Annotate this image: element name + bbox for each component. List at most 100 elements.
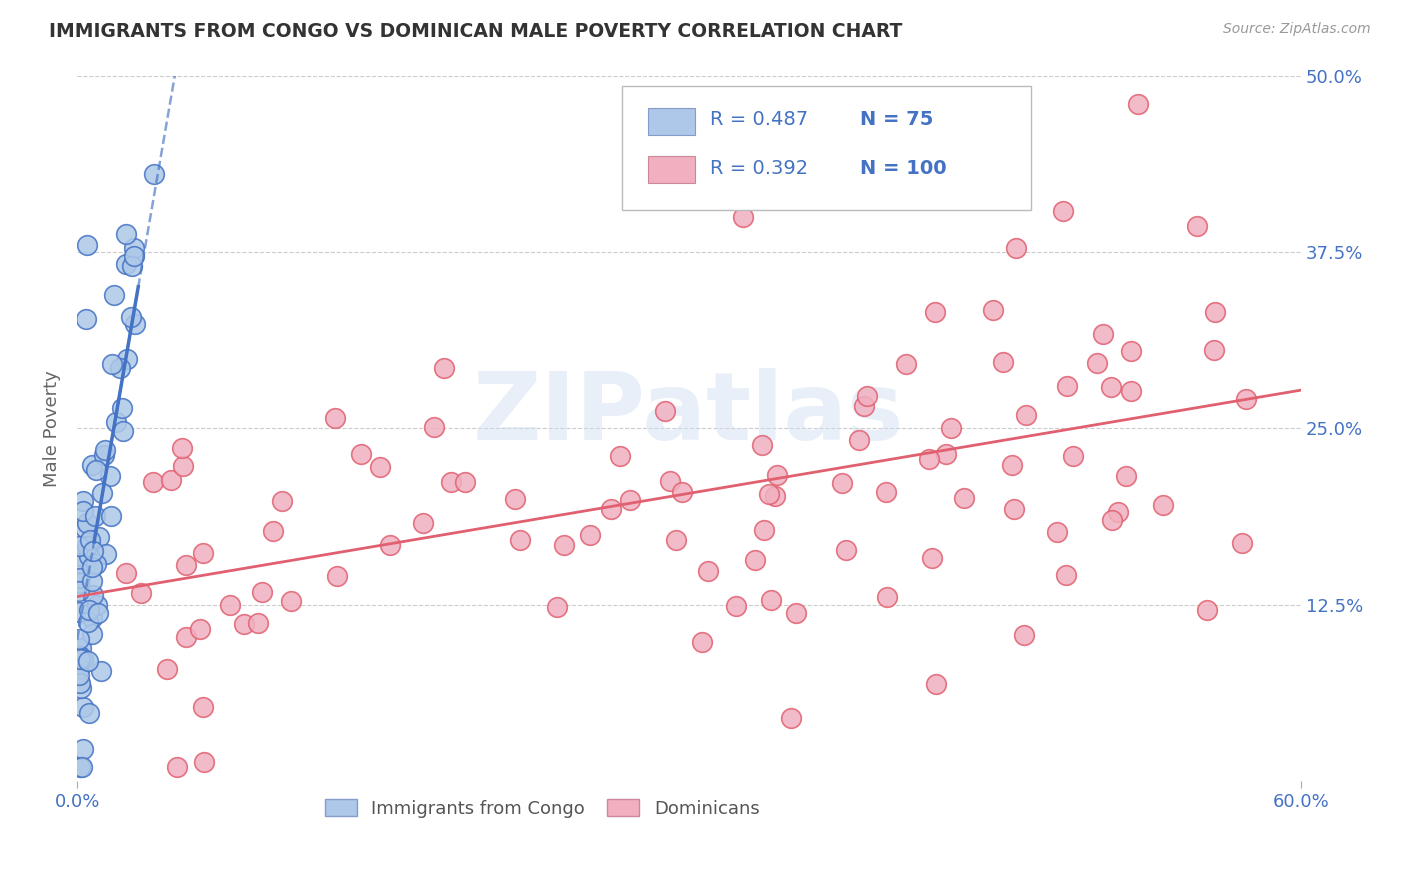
- Text: N = 75: N = 75: [860, 111, 934, 129]
- Point: [1197, 603, 1219, 617]
- Point: [509, 533, 531, 548]
- Point: [270, 493, 292, 508]
- Point: [440, 475, 463, 489]
- Point: [758, 486, 780, 500]
- Text: IMMIGRANTS FROM CONGO VS DOMINICAN MALE POVERTY CORRELATION CHART: IMMIGRANTS FROM CONGO VS DOMINICAN MALE …: [49, 22, 903, 41]
- Point: [160, 473, 183, 487]
- Point: [280, 594, 302, 608]
- Point: [751, 438, 773, 452]
- Point: [323, 411, 346, 425]
- Point: [188, 622, 211, 636]
- Point: [1015, 409, 1038, 423]
- Point: [67, 662, 90, 676]
- Point: [72, 742, 94, 756]
- Point: [69, 571, 91, 585]
- Point: [368, 459, 391, 474]
- Point: [1056, 379, 1078, 393]
- Point: [82, 543, 104, 558]
- Point: [924, 304, 946, 318]
- Point: [412, 516, 434, 530]
- Point: [142, 475, 165, 489]
- Point: [1005, 241, 1028, 255]
- Point: [600, 502, 623, 516]
- Point: [67, 539, 90, 553]
- Point: [852, 399, 875, 413]
- Point: [82, 588, 104, 602]
- Point: [80, 559, 103, 574]
- Point: [77, 654, 100, 668]
- Point: [105, 415, 128, 429]
- Point: [100, 508, 122, 523]
- Point: [115, 351, 138, 366]
- Point: [90, 664, 112, 678]
- Point: [766, 468, 789, 483]
- Point: [848, 433, 870, 447]
- Point: [69, 556, 91, 570]
- Text: N = 100: N = 100: [860, 159, 946, 178]
- Point: [1187, 219, 1209, 233]
- Point: [454, 475, 477, 489]
- Point: [921, 551, 943, 566]
- Point: [1204, 343, 1226, 357]
- Point: [72, 700, 94, 714]
- Point: [191, 546, 214, 560]
- Point: [67, 632, 90, 647]
- Text: Source: ZipAtlas.com: Source: ZipAtlas.com: [1223, 22, 1371, 37]
- Point: [103, 288, 125, 302]
- Point: [100, 357, 122, 371]
- Point: [1126, 96, 1149, 111]
- Point: [177, 0, 200, 12]
- Point: [69, 760, 91, 774]
- Point: [1052, 204, 1074, 219]
- Point: [115, 257, 138, 271]
- Point: [894, 357, 917, 371]
- Point: [87, 530, 110, 544]
- Point: [80, 458, 103, 472]
- Point: [166, 760, 188, 774]
- Point: [77, 603, 100, 617]
- Point: [77, 706, 100, 721]
- Point: [718, 181, 741, 195]
- Point: [953, 491, 976, 506]
- Point: [83, 509, 105, 524]
- Point: [176, 0, 198, 12]
- Point: [156, 662, 179, 676]
- Point: [1099, 379, 1122, 393]
- Point: [219, 598, 242, 612]
- Point: [579, 528, 602, 542]
- Point: [246, 615, 269, 630]
- Point: [876, 591, 898, 605]
- Point: [114, 566, 136, 580]
- Point: [1002, 501, 1025, 516]
- Point: [1119, 384, 1142, 399]
- Point: [76, 539, 98, 553]
- Point: [79, 533, 101, 548]
- Point: [172, 458, 194, 473]
- Point: [918, 452, 941, 467]
- Point: [70, 760, 93, 774]
- Point: [174, 0, 197, 12]
- Point: [1234, 392, 1257, 407]
- Point: [263, 524, 285, 538]
- Point: [76, 516, 98, 530]
- Point: [69, 549, 91, 563]
- Point: [163, 0, 186, 12]
- Point: [785, 606, 807, 620]
- Point: [197, 0, 219, 12]
- Point: [1152, 499, 1174, 513]
- Point: [114, 227, 136, 242]
- Point: [110, 360, 132, 375]
- Point: [250, 584, 273, 599]
- Point: [76, 237, 98, 252]
- Point: [188, 0, 211, 12]
- Y-axis label: Male Poverty: Male Poverty: [44, 370, 60, 487]
- Point: [1062, 449, 1084, 463]
- Point: [835, 543, 858, 558]
- Point: [1101, 513, 1123, 527]
- Point: [70, 640, 93, 655]
- Point: [744, 553, 766, 567]
- Point: [609, 449, 631, 463]
- Point: [69, 681, 91, 696]
- Point: [733, 210, 755, 224]
- Point: [724, 599, 747, 614]
